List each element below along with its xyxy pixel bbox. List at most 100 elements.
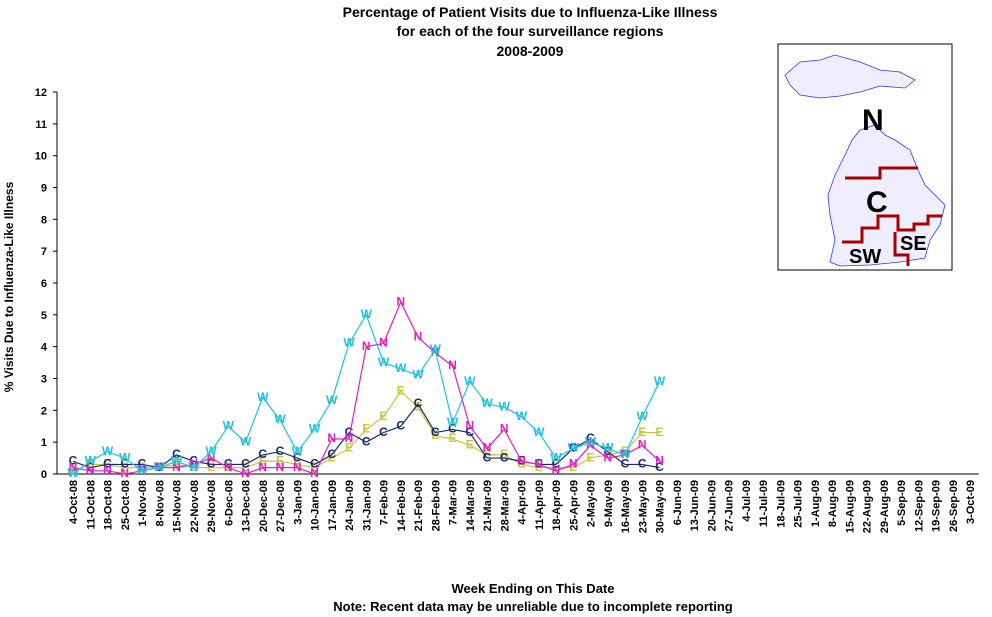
note: Note: Recent data may be unreliable due … [333,599,733,614]
point-marker: W [602,441,614,455]
point-marker: E [224,460,232,474]
point-marker: E [328,450,336,464]
point-marker: C [534,457,543,471]
x-tick-label: 20-Jun-09 [706,480,718,531]
y-tick-label: 0 [41,469,47,481]
x-tick-label: 3-Jan-09 [292,480,304,525]
x-tick-label: 11-Apr-09 [534,480,546,530]
point-marker: C [500,450,509,464]
y-tick-label: 9 [41,183,47,195]
point-marker: W [637,409,649,423]
x-tick-label: 11-Jul-09 [758,480,770,527]
x-tick-label: 21-Mar-09 [482,480,494,531]
point-marker: W [533,425,545,439]
point-marker: C [465,425,474,439]
point-marker: E [103,457,111,471]
point-marker: E [500,447,508,461]
x-tick-label: 14-Feb-09 [396,480,408,531]
point-marker: E [448,431,456,445]
point-marker: N [465,418,474,432]
x-tick-label: 1-Aug-09 [810,480,822,527]
x-tick-label: 16-May-09 [620,480,632,533]
chart-subtitle: for each of the four surveillance region… [397,23,664,39]
x-tick-label: 25-Jul-09 [793,480,805,528]
point-marker: E [138,460,146,474]
x-tick-label: 18-Oct-08 [103,480,115,530]
x-axis-label: Week Ending on This Date [451,581,614,596]
point-marker: C [569,441,578,455]
point-marker: N [345,431,354,445]
point-marker: N [310,466,319,480]
point-marker: W [119,450,131,464]
point-marker: C [258,447,267,461]
x-tick-label: 13-Dec-08 [241,480,253,532]
x-tick-label: 23-May-09 [637,480,649,533]
lower-peninsula [827,124,946,267]
point-marker: E [121,460,129,474]
x-tick-label: 15-Aug-09 [844,480,856,533]
point-marker: E [362,422,370,436]
x-tick-label: 25-Oct-08 [120,480,132,530]
series-line [72,313,661,475]
region-border [893,232,910,266]
point-marker: E [276,453,284,467]
point-marker: C [655,460,664,474]
x-tick-label: 8-Aug-09 [827,480,839,527]
point-marker: N [483,441,492,455]
chart-title: Percentage of Patient Visits due to Infl… [343,4,718,20]
region-border [845,166,918,180]
x-tick-label: 18-Jul-09 [775,480,787,528]
point-marker: E [414,399,422,413]
point-marker: E [638,425,646,439]
y-tick-label: 4 [41,342,48,354]
x-tick-label: 8-Nov-08 [154,480,166,526]
point-marker: W [430,342,442,356]
point-marker: C [293,450,302,464]
point-marker: N [379,336,388,350]
point-marker: N [638,438,647,452]
point-marker: N [103,463,112,477]
upper-peninsula [784,54,916,99]
x-tick-label: 15-Nov-08 [172,480,184,533]
point-marker: W [343,336,355,350]
map-inset: N C SW SE [777,43,953,271]
x-tick-label: 5-Sep-09 [896,480,908,526]
point-marker: N [603,450,612,464]
point-marker: W [464,374,476,388]
point-marker: C [362,434,371,448]
x-tick-label: 4-Apr-09 [517,480,529,525]
point-marker: C [310,457,319,471]
point-marker: W [585,434,597,448]
series-line [72,300,660,475]
y-tick-label: 3 [41,374,47,386]
x-tick-label: 4-Jul-09 [741,480,753,522]
point-marker: C [345,425,354,439]
point-marker: C [396,418,405,432]
x-tick-label: 10-Jan-09 [310,480,322,531]
point-marker: N [258,460,267,474]
x-tick-label: 9-May-09 [603,480,615,527]
x-tick-label: 14-Mar-09 [465,480,477,531]
point-marker: N [120,466,129,480]
point-marker: E [586,450,594,464]
point-marker: W [378,355,390,369]
point-marker: N [500,422,509,436]
x-tick-label: 2-May-09 [586,480,598,527]
point-marker: N [396,294,405,308]
x-tick-label: 22-Nov-08 [189,480,201,533]
point-marker: C [621,457,630,471]
point-marker: N [69,460,78,474]
point-marker: E [86,457,94,471]
point-marker: C [431,425,440,439]
map-label: SW [849,246,881,268]
y-tick-label: 1 [41,437,47,449]
point-marker: E [155,460,163,474]
point-marker: W [412,367,424,381]
point-marker: N [276,460,285,474]
point-marker: C [448,422,457,436]
point-marker: C [638,457,647,471]
point-marker: N [552,463,561,477]
x-tick-label: 25-Apr-09 [568,480,580,531]
point-marker: C [327,447,336,461]
point-marker: E [207,460,215,474]
